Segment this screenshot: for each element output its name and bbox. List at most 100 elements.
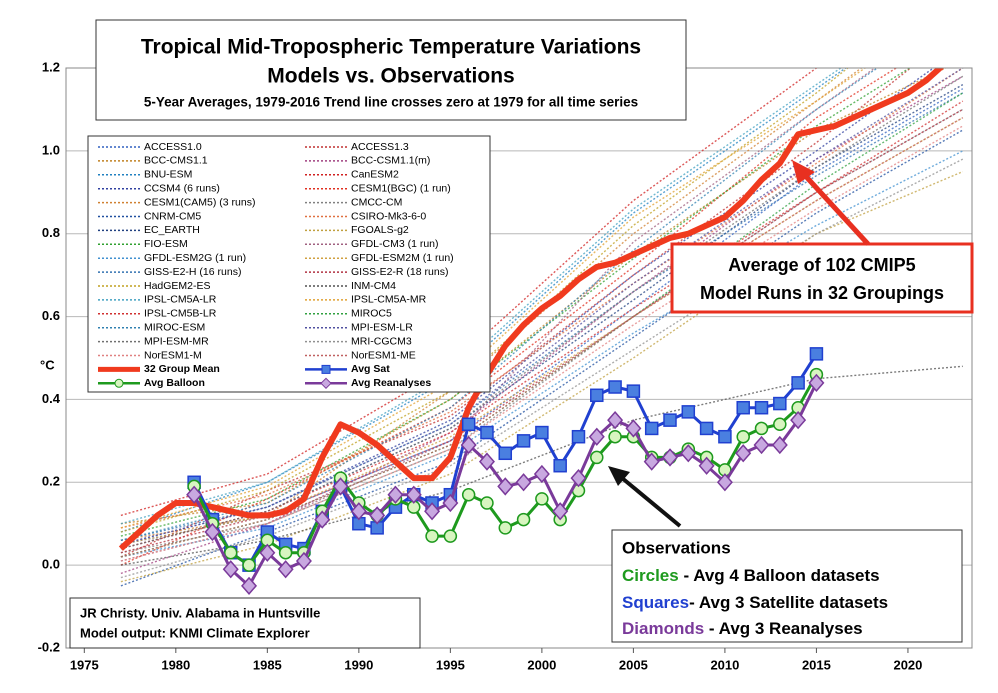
observations-line: Circles - Avg 4 Balloon datasets	[622, 566, 880, 585]
y-tick-label: 1.0	[42, 142, 60, 157]
callout-arrow	[798, 168, 870, 246]
square-marker	[535, 425, 549, 440]
chart-title-2: Models vs. Observations	[267, 65, 514, 88]
model-line	[120, 75, 964, 550]
x-tick-label: 2010	[710, 657, 739, 672]
x-tick-label: 1985	[253, 657, 282, 672]
diamond-marker	[716, 473, 733, 492]
model-line	[120, 108, 964, 554]
observations-line: Diamonds - Avg 3 Reanalyses	[622, 619, 863, 638]
legend-box	[87, 135, 491, 393]
square-marker	[754, 400, 769, 415]
x-tick-label: 2000	[527, 657, 556, 672]
legend-label: BNU-ESM	[144, 169, 192, 181]
y-tick-label: 0.2	[42, 474, 60, 489]
square-marker	[699, 421, 714, 436]
square-marker	[608, 380, 622, 394]
legend-label: BCC-CMS1.1	[144, 155, 208, 167]
legend-label: NorESM1-M	[144, 349, 202, 361]
callout-arrowhead	[792, 160, 815, 184]
legend-label: MPI-ESM-LR	[351, 321, 413, 333]
diamond-marker	[607, 411, 624, 430]
circle-marker	[425, 529, 439, 543]
square-marker	[516, 434, 531, 448]
y-tick-label: 1.2	[42, 59, 60, 74]
legend-label: CESM1(CAM5) (3 runs)	[144, 196, 255, 208]
diamond-marker	[771, 435, 788, 455]
diamond-marker	[478, 452, 495, 471]
observations-key: Diamonds	[622, 619, 704, 638]
square-marker	[480, 425, 494, 440]
model-line	[120, 68, 849, 533]
circle-marker	[516, 512, 531, 527]
legend-label: GFDL-ESM2G (1 run)	[144, 252, 246, 264]
legend-label: Avg Sat	[351, 363, 390, 375]
circle-marker	[223, 545, 238, 560]
x-tick-label: 2020	[893, 657, 922, 672]
x-tick-label: 1980	[161, 657, 190, 672]
diamond-marker	[735, 444, 752, 463]
circle-marker	[773, 417, 787, 432]
model-line	[120, 68, 948, 525]
square-marker	[626, 384, 641, 398]
diamond-marker	[295, 551, 312, 571]
chart-subtitle: 5-Year Averages, 1979-2016 Trend line cr…	[144, 95, 638, 110]
square-marker	[553, 458, 567, 473]
callout-text: Model Runs in 32 Groupings	[700, 283, 944, 303]
legend-label: NorESM1-ME	[351, 349, 416, 361]
circle-marker	[590, 450, 604, 465]
diamond-marker	[369, 506, 386, 525]
legend-marker	[320, 377, 332, 390]
legend-label: GFDL-CM3 (1 run)	[351, 238, 439, 250]
legend-label: MIROC5	[351, 308, 392, 320]
y-tick-label: 0.8	[42, 225, 60, 240]
model-line	[120, 68, 818, 517]
observations-text: - Avg 4 Balloon datasets	[683, 566, 879, 585]
credit-text: JR Christy. Univ. Alabama in Huntsville	[80, 605, 320, 620]
circle-marker	[736, 429, 750, 444]
legend-label: IPSL-CM5B-LR	[144, 308, 217, 320]
observations-box	[611, 529, 963, 643]
legend-label: GFDL-ESM2M (1 run)	[351, 252, 454, 264]
observations-arrowhead	[608, 466, 630, 486]
diamond-marker	[552, 502, 569, 521]
diamond-marker	[241, 576, 258, 595]
circle-marker	[443, 529, 458, 543]
diamond-marker	[222, 560, 239, 579]
legend-label: MIROC-ESM	[144, 321, 205, 333]
diamond-marker	[442, 493, 459, 513]
model-line	[120, 108, 964, 554]
diamond-marker	[332, 477, 349, 496]
square-marker	[718, 429, 732, 444]
x-tick-label: 1990	[344, 657, 373, 672]
diamond-marker	[186, 485, 203, 504]
x-tick-label: 2005	[619, 657, 648, 672]
diamond-marker	[497, 477, 514, 496]
x-tick-label: 1975	[70, 657, 99, 672]
legend-label: EC_EARTH	[144, 224, 200, 236]
legend-label: INM-CM4	[351, 280, 396, 292]
square-marker	[461, 417, 476, 432]
model-line	[120, 158, 964, 579]
legend-label: GISS-E2-H (16 runs)	[144, 266, 241, 278]
credit-box	[69, 597, 421, 649]
model-line	[120, 68, 843, 525]
observations-line: Squares- Avg 3 Satellite datasets	[622, 593, 888, 612]
y-tick-label: 0.0	[42, 557, 60, 572]
diamond-marker	[808, 373, 825, 392]
legend-label: MPI-ESM-MR	[144, 335, 209, 347]
model-line	[120, 170, 964, 583]
legend-label: HadGEM2-ES	[144, 280, 211, 292]
series-line	[118, 68, 945, 551]
circle-marker	[480, 496, 494, 510]
circle-marker	[242, 558, 256, 572]
square-marker	[773, 396, 787, 411]
callout-box	[670, 242, 974, 314]
model-line	[120, 68, 867, 529]
legend-label: CSIRO-Mk3-6-0	[351, 210, 426, 222]
square-marker	[571, 429, 586, 444]
diamond-marker	[588, 427, 605, 446]
diamond-marker	[753, 435, 770, 455]
axes: -0.2 0.0 0.2 0.4 0.6 0.8 1.0 1.2 1975 1980 1985 199…	[38, 59, 923, 672]
model-line	[120, 75, 964, 575]
